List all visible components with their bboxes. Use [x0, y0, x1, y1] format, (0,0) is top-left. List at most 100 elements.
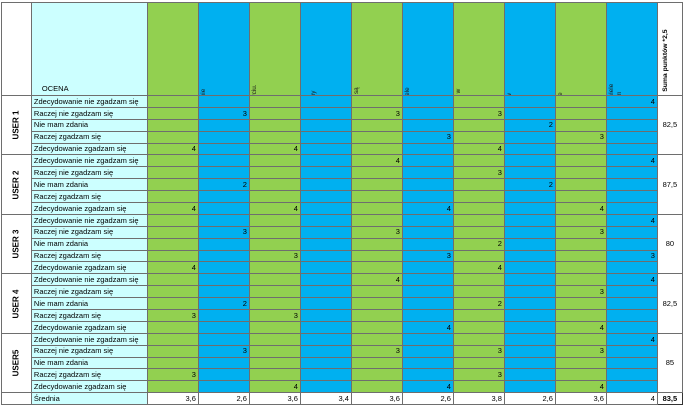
answer-label[interactable]: Raczej nie zgadzam się: [31, 286, 147, 298]
score-cell[interactable]: 4: [147, 143, 198, 155]
score-cell[interactable]: [300, 357, 351, 369]
average-cell[interactable]: 3,4: [300, 393, 351, 405]
score-cell[interactable]: [402, 167, 453, 179]
score-cell[interactable]: [300, 381, 351, 393]
average-cell[interactable]: 4: [606, 393, 657, 405]
user-label-1[interactable]: USER 1: [2, 96, 32, 155]
score-cell[interactable]: [300, 226, 351, 238]
score-cell[interactable]: [606, 286, 657, 298]
score-cell[interactable]: 3: [453, 107, 504, 119]
score-cell[interactable]: 4: [402, 203, 453, 215]
score-cell[interactable]: [555, 250, 606, 262]
score-cell[interactable]: [249, 298, 300, 310]
score-cell[interactable]: [198, 191, 249, 203]
score-cell[interactable]: [147, 214, 198, 226]
score-cell[interactable]: [453, 333, 504, 345]
score-cell[interactable]: [402, 143, 453, 155]
score-cell[interactable]: [453, 179, 504, 191]
score-cell[interactable]: [198, 131, 249, 143]
score-cell[interactable]: [606, 238, 657, 250]
score-cell[interactable]: 4: [147, 262, 198, 274]
score-cell[interactable]: [300, 250, 351, 262]
score-cell[interactable]: 4: [351, 155, 402, 167]
score-cell[interactable]: [198, 203, 249, 215]
score-cell[interactable]: [402, 310, 453, 322]
score-cell[interactable]: [402, 274, 453, 286]
score-cell[interactable]: 2: [504, 119, 555, 131]
header-corner-cell[interactable]: [2, 3, 32, 96]
answer-label[interactable]: Raczej nie zgadzam się: [31, 226, 147, 238]
score-cell[interactable]: [198, 262, 249, 274]
score-cell[interactable]: 4: [249, 203, 300, 215]
score-cell[interactable]: [453, 191, 504, 203]
score-cell[interactable]: [504, 143, 555, 155]
answer-label[interactable]: Raczej nie zgadzam się: [31, 167, 147, 179]
answer-label[interactable]: Nie mam zdania: [31, 298, 147, 310]
answer-label[interactable]: Zdecydowanie zgadzam się: [31, 262, 147, 274]
score-cell[interactable]: [453, 96, 504, 108]
score-cell[interactable]: 3: [555, 286, 606, 298]
score-cell[interactable]: [300, 238, 351, 250]
score-cell[interactable]: [198, 357, 249, 369]
sum-header[interactable]: Suma punktów *2,5: [657, 3, 682, 96]
score-cell[interactable]: [453, 250, 504, 262]
score-cell[interactable]: 2: [504, 179, 555, 191]
score-cell[interactable]: [606, 262, 657, 274]
score-cell[interactable]: 3: [402, 131, 453, 143]
score-cell[interactable]: [555, 369, 606, 381]
score-cell[interactable]: [453, 381, 504, 393]
score-cell[interactable]: [555, 155, 606, 167]
score-cell[interactable]: [198, 143, 249, 155]
score-cell[interactable]: [249, 107, 300, 119]
score-cell[interactable]: [198, 369, 249, 381]
score-cell[interactable]: [249, 369, 300, 381]
score-cell[interactable]: [402, 369, 453, 381]
score-cell[interactable]: [555, 298, 606, 310]
score-cell[interactable]: [147, 238, 198, 250]
score-cell[interactable]: [300, 345, 351, 357]
average-cell[interactable]: 2,6: [198, 393, 249, 405]
user-score-5[interactable]: 85: [657, 333, 682, 392]
score-cell[interactable]: 3: [453, 369, 504, 381]
score-cell[interactable]: [606, 369, 657, 381]
score-cell[interactable]: [147, 250, 198, 262]
score-cell[interactable]: [351, 191, 402, 203]
score-cell[interactable]: [555, 179, 606, 191]
score-cell[interactable]: [351, 96, 402, 108]
score-cell[interactable]: [300, 191, 351, 203]
answer-label[interactable]: Zdecydowanie nie zgadzam się: [31, 274, 147, 286]
score-cell[interactable]: [351, 143, 402, 155]
score-cell[interactable]: [402, 179, 453, 191]
score-cell[interactable]: [504, 345, 555, 357]
score-cell[interactable]: [504, 238, 555, 250]
score-cell[interactable]: 3: [606, 250, 657, 262]
score-cell[interactable]: [147, 381, 198, 393]
score-cell[interactable]: 3: [453, 167, 504, 179]
score-cell[interactable]: 4: [606, 274, 657, 286]
score-cell[interactable]: [453, 226, 504, 238]
score-cell[interactable]: [402, 333, 453, 345]
score-cell[interactable]: [147, 226, 198, 238]
score-cell[interactable]: 2: [453, 298, 504, 310]
score-cell[interactable]: [606, 131, 657, 143]
score-cell[interactable]: 4: [453, 262, 504, 274]
score-cell[interactable]: [606, 107, 657, 119]
score-cell[interactable]: [504, 96, 555, 108]
score-cell[interactable]: [504, 274, 555, 286]
score-cell[interactable]: [504, 214, 555, 226]
score-cell[interactable]: 3: [555, 345, 606, 357]
score-cell[interactable]: [555, 333, 606, 345]
score-cell[interactable]: [504, 191, 555, 203]
score-cell[interactable]: [300, 119, 351, 131]
score-cell[interactable]: [198, 250, 249, 262]
score-cell[interactable]: [198, 381, 249, 393]
score-cell[interactable]: [198, 286, 249, 298]
score-cell[interactable]: [555, 310, 606, 322]
question-header-9[interactable]: 9. Czuję się bardzo pewnie korzystając z…: [555, 3, 606, 96]
score-cell[interactable]: [402, 345, 453, 357]
score-cell[interactable]: [555, 191, 606, 203]
score-cell[interactable]: [300, 155, 351, 167]
score-cell[interactable]: [555, 238, 606, 250]
score-cell[interactable]: [504, 357, 555, 369]
score-cell[interactable]: 3: [555, 226, 606, 238]
